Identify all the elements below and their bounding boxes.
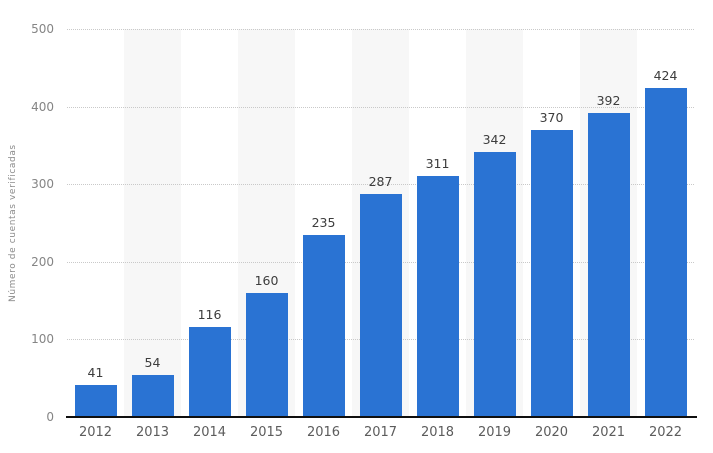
x-tick-2014: 2014 bbox=[192, 425, 227, 440]
value-label-2020: 370 bbox=[539, 110, 564, 125]
bar-2022[interactable] bbox=[644, 88, 687, 417]
gridline-300 bbox=[67, 184, 694, 186]
value-label-2018: 311 bbox=[425, 156, 450, 171]
bar-2018[interactable] bbox=[416, 176, 459, 417]
value-label-2019: 342 bbox=[482, 132, 507, 147]
bar-2013[interactable] bbox=[131, 375, 174, 417]
x-tick-2019: 2019 bbox=[477, 425, 512, 440]
value-label-2022: 424 bbox=[653, 68, 678, 83]
x-tick-2016: 2016 bbox=[306, 425, 341, 440]
value-label-2014: 116 bbox=[197, 307, 222, 322]
x-tick-2021: 2021 bbox=[591, 425, 626, 440]
x-tick-2020: 2020 bbox=[534, 425, 569, 440]
y-tick-200: 200 bbox=[31, 254, 54, 269]
x-axis-line bbox=[66, 416, 697, 418]
value-label-2016: 235 bbox=[311, 215, 336, 230]
value-label-2013: 54 bbox=[144, 355, 161, 370]
value-label-2021: 392 bbox=[596, 93, 621, 108]
x-tick-2012: 2012 bbox=[78, 425, 113, 440]
bar-2021[interactable] bbox=[587, 113, 630, 417]
x-tick-2015: 2015 bbox=[249, 425, 284, 440]
y-tick-100: 100 bbox=[31, 332, 54, 347]
y-tick-300: 300 bbox=[31, 177, 54, 192]
bar-2014[interactable] bbox=[188, 327, 231, 417]
value-label-2017: 287 bbox=[368, 174, 393, 189]
y-tick-0: 0 bbox=[46, 410, 54, 424]
x-tick-2013: 2013 bbox=[135, 425, 170, 440]
value-label-2012: 41 bbox=[87, 365, 104, 380]
bar-2019[interactable] bbox=[473, 152, 516, 417]
y-tick-500: 500 bbox=[31, 22, 54, 36]
bar-2016[interactable] bbox=[302, 235, 345, 417]
x-tick-2018: 2018 bbox=[420, 425, 455, 440]
y-tick-400: 400 bbox=[31, 99, 54, 114]
value-label-2015: 160 bbox=[254, 273, 279, 288]
column-band-2013 bbox=[124, 29, 181, 417]
bar-2017[interactable] bbox=[359, 194, 402, 417]
plot-area: 41 54 116 160 235 287 311 342 370 392 424 bbox=[67, 29, 694, 417]
bar-2015[interactable] bbox=[245, 293, 288, 417]
bar-2012[interactable] bbox=[74, 385, 117, 417]
x-tick-2017: 2017 bbox=[363, 425, 398, 440]
gridline-500 bbox=[67, 29, 694, 30]
x-tick-2022: 2022 bbox=[648, 425, 683, 440]
gridline-400 bbox=[67, 106, 694, 108]
y-axis-title: Número de cuentas verificadas bbox=[8, 144, 18, 302]
bar-2020[interactable] bbox=[530, 130, 573, 417]
